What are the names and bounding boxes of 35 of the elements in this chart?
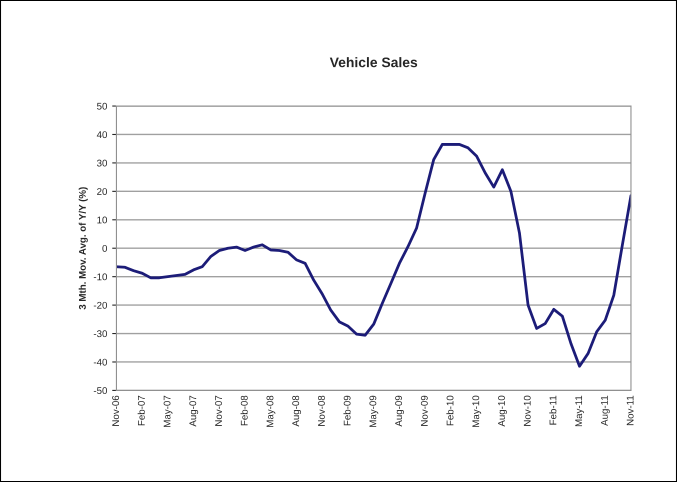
x-tick-label: May-11 xyxy=(575,396,584,426)
x-tick-label: May-10 xyxy=(472,396,482,427)
chart-title: Vehicle Sales xyxy=(330,57,418,68)
x-tick-label: Aug-07 xyxy=(189,396,198,427)
x-tick-label: Nov-10 xyxy=(524,396,531,426)
x-tick-label: Nov-06 xyxy=(112,396,120,426)
x-tick-label: Nov-07 xyxy=(215,396,222,426)
x-tick-label: Aug-08 xyxy=(292,396,302,427)
y-tick-label: -50 xyxy=(94,387,108,394)
y-tick-label: 20 xyxy=(97,188,108,195)
y-tick-label: -20 xyxy=(94,302,108,309)
x-tick-label: Feb-09 xyxy=(343,396,351,426)
y-tick-label: -10 xyxy=(94,273,108,280)
x-tick-label: May-07 xyxy=(164,396,172,427)
y-tick-label: 10 xyxy=(97,216,108,224)
x-tick-label: Aug-10 xyxy=(498,396,507,427)
y-tick-label: 40 xyxy=(96,131,108,138)
x-tick-label: May-09 xyxy=(369,396,378,427)
y-tick-label: 50 xyxy=(96,102,108,110)
x-tick-label: Nov-09 xyxy=(420,396,428,426)
x-tick-label: Feb-11 xyxy=(549,396,556,425)
y-tick-label: 0 xyxy=(102,244,108,252)
line-series xyxy=(116,143,631,368)
y-tick-label: -40 xyxy=(94,358,108,366)
x-tick-label: May-08 xyxy=(266,396,276,427)
x-tick-label: Feb-07 xyxy=(138,396,145,426)
x-tick-label: Feb-08 xyxy=(240,396,248,426)
x-tick-label: Aug-09 xyxy=(395,396,404,427)
x-tick-label: Feb-10 xyxy=(446,396,454,426)
y-tick-label: 30 xyxy=(96,160,108,167)
y-axis-title: 3 Mth. Mov. Avg. of Y/Y (%) xyxy=(78,187,88,310)
x-tick-label: Nov-08 xyxy=(318,396,325,426)
x-tick-label: Aug-11 xyxy=(601,396,610,426)
x-tick-label: Nov-11 xyxy=(626,396,634,426)
y-tick-label: -30 xyxy=(94,330,108,338)
